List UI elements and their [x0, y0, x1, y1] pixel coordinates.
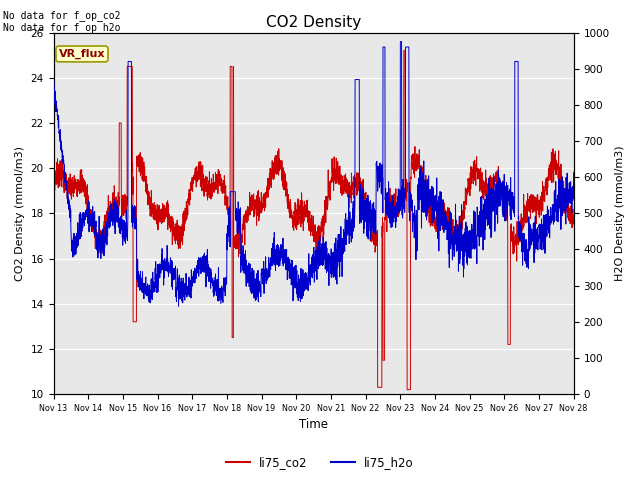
Text: VR_flux: VR_flux	[59, 49, 105, 59]
Text: No data for f_op_co2
No data for f_op_h2o: No data for f_op_co2 No data for f_op_h2…	[3, 10, 121, 33]
Title: CO2 Density: CO2 Density	[266, 15, 361, 30]
Y-axis label: CO2 Density (mmol/m3): CO2 Density (mmol/m3)	[15, 146, 25, 281]
Legend: li75_co2, li75_h2o: li75_co2, li75_h2o	[221, 452, 419, 474]
Y-axis label: H2O Density (mmol/m3): H2O Density (mmol/m3)	[615, 145, 625, 281]
X-axis label: Time: Time	[299, 419, 328, 432]
